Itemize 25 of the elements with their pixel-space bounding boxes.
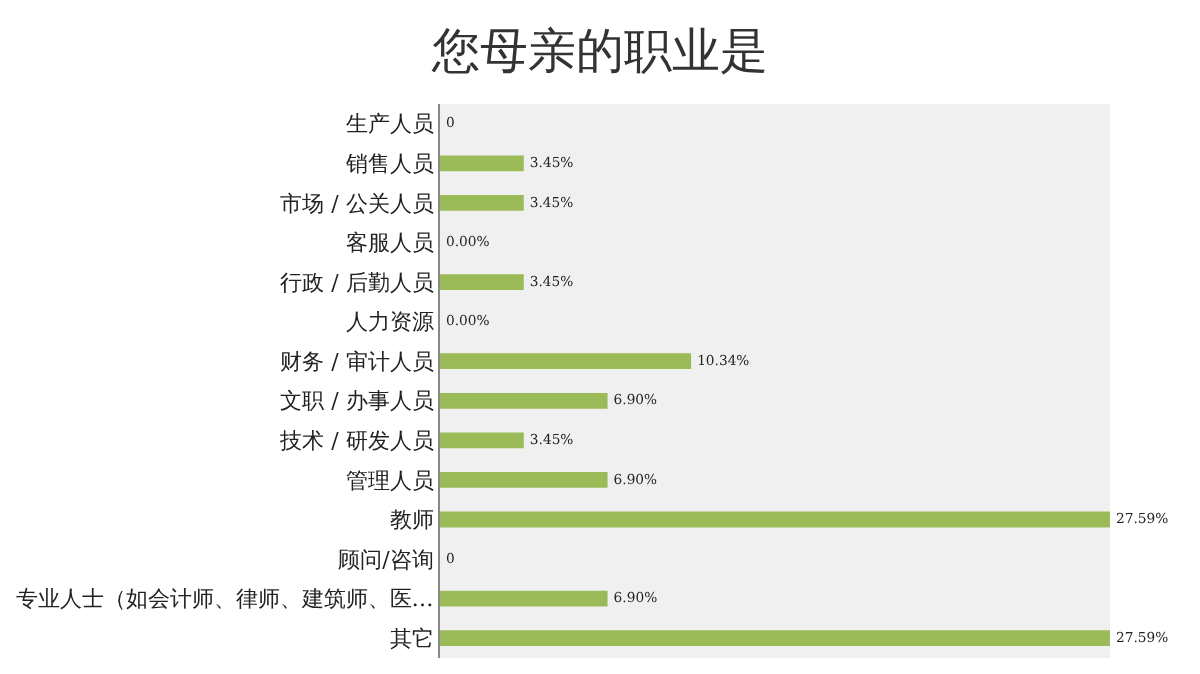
y-tick-label: 市场 / 公关人员 [280, 190, 434, 217]
y-tick-label: 生产人员 [345, 111, 434, 138]
bar [440, 155, 524, 172]
y-tick-label: 顾问/咨询 [338, 546, 434, 573]
bar [440, 511, 1110, 528]
y-tick-label: 人力资源 [345, 309, 434, 336]
bar [440, 590, 608, 607]
y-tick-label: 其它 [389, 625, 434, 652]
y-tick-label: 教师 [389, 507, 434, 534]
y-tick-label: 客服人员 [345, 230, 434, 257]
bar [440, 630, 1110, 647]
y-tick-label: 管理人员 [345, 467, 434, 494]
bar [440, 432, 524, 449]
bar [440, 353, 692, 370]
y-tick-label: 财务 / 审计人员 [280, 348, 434, 375]
bar [440, 195, 524, 211]
y-tick-label: 专业人士（如会计师、律师、建筑师、医… [15, 586, 434, 613]
chart-title: 您母亲的职业是 [430, 23, 768, 80]
bar [440, 274, 524, 290]
y-tick-label: 技术 / 研发人员 [278, 428, 434, 455]
bar [440, 392, 608, 409]
bar [440, 472, 608, 488]
y-tick-label: 行政 / 后勤人员 [280, 269, 434, 296]
y-tick-label: 文职 / 办事人员 [280, 388, 434, 415]
y-tick-label: 销售人员 [343, 151, 434, 178]
